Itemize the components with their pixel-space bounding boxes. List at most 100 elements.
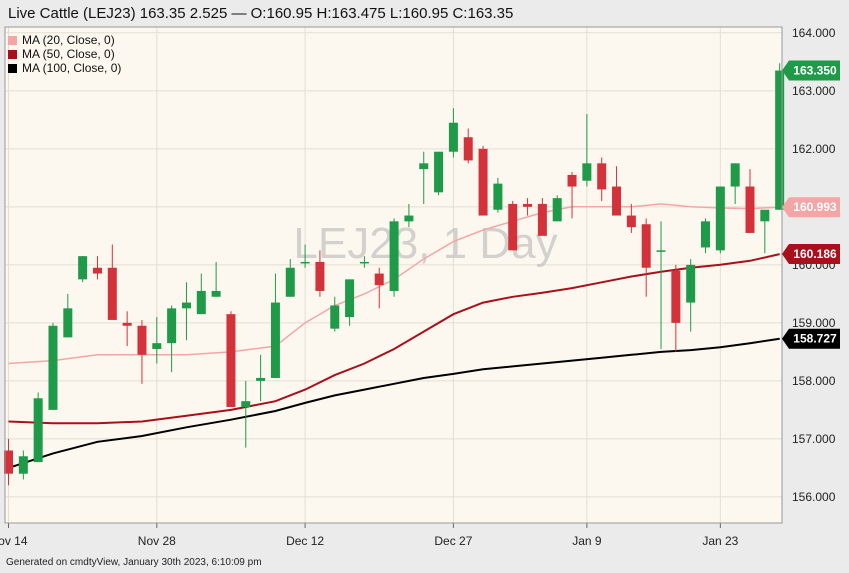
candle-body — [404, 215, 414, 222]
y-tick-label: 162.000 — [792, 142, 836, 156]
ma-value-badge-1-shape — [782, 244, 840, 265]
legend: MA (20, Close, 0) MA (50, Close, 0) MA (… — [8, 33, 121, 75]
x-tick-label: Nov 14 — [0, 534, 28, 548]
ma-value-badge-2-shape — [782, 328, 840, 349]
candle — [508, 201, 518, 251]
candle — [523, 198, 533, 216]
candle-body — [508, 203, 518, 251]
candle — [552, 195, 562, 222]
candle — [374, 267, 384, 309]
candle — [63, 293, 73, 338]
candle — [330, 296, 340, 332]
candle — [359, 256, 369, 268]
x-tick-label: Jan 9 — [572, 534, 602, 548]
candle-body — [701, 221, 711, 248]
candle — [493, 177, 503, 213]
last-price-badge-text: 163.350 — [793, 64, 837, 78]
ma-line — [8, 203, 780, 365]
candle-body — [315, 261, 325, 291]
candle — [389, 218, 399, 297]
candle-body — [256, 377, 266, 381]
legend-label-ma100: MA (100, Close, 0) — [22, 61, 122, 75]
candle-body — [374, 273, 384, 286]
ma-value-badge-2: 158.727 — [782, 328, 840, 349]
ma-line — [8, 337, 780, 469]
candle-body — [760, 209, 770, 222]
candle — [612, 166, 622, 216]
candle-body — [612, 186, 622, 216]
candle-body — [537, 203, 547, 236]
candle — [671, 264, 681, 352]
candle — [701, 218, 711, 254]
candle — [760, 209, 770, 254]
candle — [448, 108, 458, 158]
legend-swatch-ma100 — [8, 63, 17, 73]
candle-body — [211, 290, 221, 297]
legend-item-ma20[interactable]: MA (20, Close, 0) — [8, 33, 121, 47]
candle — [18, 450, 28, 480]
candle-body — [745, 186, 755, 233]
candle-body — [270, 302, 280, 378]
candle — [300, 244, 310, 268]
ma-line — [8, 253, 780, 425]
candle-body — [567, 174, 577, 187]
legend-swatch-ma50 — [8, 49, 17, 59]
last-price-badge-shape — [782, 60, 840, 81]
candle — [92, 256, 102, 280]
y-tick-label: 158.000 — [792, 374, 836, 388]
candle — [181, 282, 191, 341]
candle-body — [226, 314, 236, 407]
candle-body — [715, 186, 725, 251]
y-tick-label: 164.000 — [792, 26, 836, 40]
candle — [730, 163, 740, 204]
legend-item-ma100[interactable]: MA (100, Close, 0) — [8, 61, 121, 75]
candle — [463, 128, 473, 164]
candle — [137, 319, 147, 384]
candle-body — [463, 137, 473, 161]
watermark: LEJ23, 1 Day — [293, 219, 557, 268]
candle-body — [48, 325, 58, 410]
candle — [167, 305, 177, 373]
candle — [686, 259, 696, 332]
candle-body — [285, 267, 295, 297]
candle-body — [552, 198, 562, 222]
candle-body — [478, 148, 488, 216]
candle — [315, 250, 325, 297]
ma-value-badge-0: 160.993 — [782, 197, 840, 218]
candle — [285, 259, 295, 297]
candle-body — [671, 270, 681, 323]
candle — [419, 151, 429, 204]
candle-body — [330, 305, 340, 329]
candle-body — [137, 325, 147, 355]
candle-body — [434, 151, 444, 193]
x-tick-label: Dec 27 — [434, 534, 472, 548]
candle-body — [92, 267, 102, 274]
candle-body — [656, 250, 666, 252]
y-tick-label: 163.000 — [792, 84, 836, 98]
candle — [122, 311, 132, 347]
candle-body — [152, 343, 162, 349]
candle — [537, 198, 547, 236]
candle — [434, 151, 444, 196]
candle — [656, 221, 666, 349]
candle-body — [359, 261, 369, 264]
candle — [241, 380, 251, 448]
candle-body — [448, 122, 458, 152]
candle — [775, 63, 785, 210]
candle-body — [419, 163, 429, 170]
footer-generated-note: Generated on cmdtyView, January 30th 202… — [6, 557, 262, 568]
candle-body — [597, 163, 607, 190]
candle-body — [523, 203, 533, 207]
candle-body — [196, 290, 206, 315]
ma-value-badge-1: 160.186 — [782, 244, 840, 265]
legend-item-ma50[interactable]: MA (50, Close, 0) — [8, 47, 121, 61]
legend-label-ma50: MA (50, Close, 0) — [22, 47, 115, 61]
ma-value-badge-0-text: 160.993 — [793, 200, 837, 214]
last-price-badge: 163.350 — [782, 60, 840, 81]
candle-body — [241, 401, 251, 407]
candle — [48, 322, 58, 410]
ma-value-badge-2-text: 158.727 — [793, 332, 837, 346]
candle — [211, 261, 221, 297]
